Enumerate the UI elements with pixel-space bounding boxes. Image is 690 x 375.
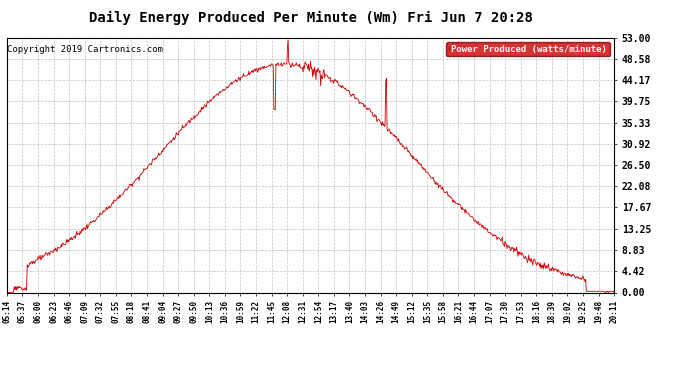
Text: Daily Energy Produced Per Minute (Wm) Fri Jun 7 20:28: Daily Energy Produced Per Minute (Wm) Fr… — [88, 11, 533, 26]
Legend: Power Produced (watts/minute): Power Produced (watts/minute) — [446, 42, 609, 56]
Text: Copyright 2019 Cartronics.com: Copyright 2019 Cartronics.com — [7, 45, 163, 54]
